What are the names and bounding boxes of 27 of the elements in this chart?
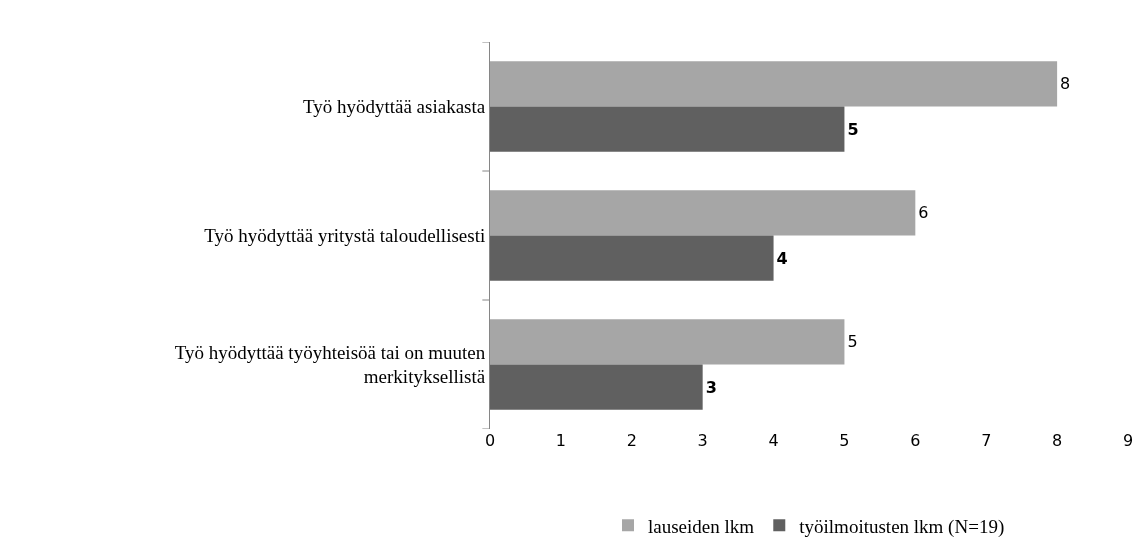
bar	[490, 190, 916, 236]
y-tick-label: Työ hyödyttää työyhteisöä tai on muuten merkityksellistä	[174, 341, 486, 388]
x-tick-label: 4	[768, 431, 779, 450]
data-label: 6	[918, 203, 929, 223]
bar	[490, 319, 845, 365]
bar	[490, 61, 1058, 107]
data-label: 4	[776, 248, 788, 268]
bar	[490, 106, 845, 152]
legend-label: työilmoitusten lkm (N=19)	[799, 515, 1005, 538]
x-tick-label: 9	[1122, 431, 1134, 450]
x-tick-label: 7	[981, 431, 992, 450]
y-tick-label: Työ hyödyttää yritystä taloudellisesti	[204, 225, 486, 247]
bar	[490, 364, 703, 410]
x-tick-label: 1	[555, 431, 566, 450]
bar	[490, 235, 774, 281]
x-tick-label: 2	[626, 431, 637, 450]
x-tick-label: 8	[1052, 431, 1063, 450]
y-tick-label: Työ hyödyttää asiakasta	[302, 96, 486, 118]
x-tick-label: 3	[697, 431, 708, 450]
x-tick-label: 5	[839, 431, 850, 450]
data-label: 8	[1060, 74, 1071, 94]
x-tick-label: 0	[484, 431, 496, 450]
data-label: 3	[705, 377, 717, 397]
data-label: 5	[847, 332, 858, 352]
data-label: 5	[847, 119, 859, 139]
legend-label: lauseiden lkm	[648, 515, 755, 537]
x-tick-label: 6	[910, 431, 921, 450]
